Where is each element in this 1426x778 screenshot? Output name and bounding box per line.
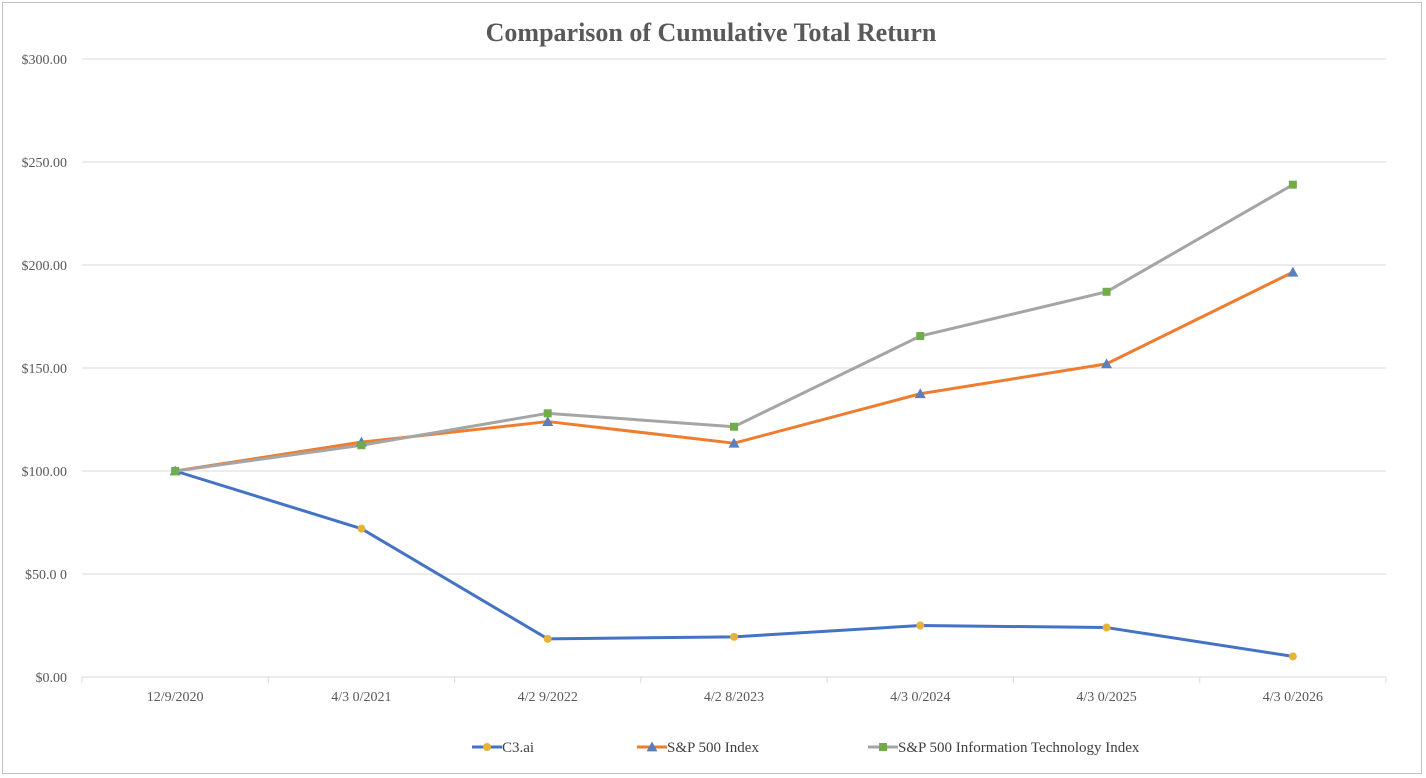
data-point-s-p-500-information-technology-index [916, 332, 925, 341]
x-tick-label: 4/2 9/2022 [518, 690, 578, 705]
data-point-s-p-500-information-technology-index [1288, 180, 1297, 189]
x-tick-label: 4/3 0/2025 [1076, 690, 1136, 705]
data-point-s-p-500-information-technology-index [543, 409, 552, 418]
data-point-c3-ai [357, 524, 366, 533]
x-tick-label: 4/2 8/2023 [704, 690, 764, 705]
legend-swatch-marker [879, 743, 887, 751]
legend-item-s-p-500-index: S&P 500 Index [637, 740, 759, 756]
series-markers [169, 180, 1299, 661]
data-point-s-p-500-information-technology-index [1102, 287, 1111, 296]
data-point-c3-ai [1102, 623, 1111, 632]
series-line-c3-ai [174, 469, 1294, 658]
data-point-c3-ai [730, 632, 738, 641]
data-point-c3-ai [1288, 652, 1297, 661]
legend-item-s-p-500-information-technology-index: S&P 500 Information Technology Index [868, 740, 1140, 756]
y-axis-ticks: $0.00 $50.0 0 $100.00 $150.00 $200.00 $250.00… [22, 53, 68, 686]
axes [81, 676, 1387, 683]
data-point-c3-ai [543, 634, 552, 643]
data-point-s-p-500-index [914, 388, 926, 399]
y-tick-label: $150.00 [22, 362, 68, 377]
y-tick-label: $300.00 [22, 53, 68, 68]
legend-swatch-marker [483, 743, 491, 751]
y-tick-label: $100.00 [22, 465, 68, 480]
y-tick-label: $250.00 [22, 156, 68, 171]
legend-swatch-marker [646, 741, 658, 752]
data-point-s-p-500-index [1287, 266, 1299, 277]
data-point-c3-ai [916, 621, 925, 630]
x-tick-label: 4/3 0/2024 [890, 690, 950, 705]
legend-label: C3.ai [502, 740, 534, 756]
data-point-s-p-500-index [728, 437, 740, 448]
data-point-s-p-500-index [542, 416, 554, 426]
legend: C3.ai S&P 500 Index S&P 500 Information Te… [472, 740, 1140, 756]
x-axis-ticks: 12/9/2020 4/3 0/2021 4/2 9/2022 4/2 8/2023 4… [147, 690, 1323, 705]
gridlines [82, 58, 1386, 575]
data-point-s-p-500-information-technology-index [730, 422, 738, 431]
legend-label: S&P 500 Index [667, 740, 759, 756]
y-tick-label: $200.00 [22, 259, 68, 274]
x-tick-label: 4/3 0/2026 [1263, 690, 1323, 705]
legend-label: S&P 500 Information Technology Index [898, 740, 1140, 756]
y-tick-label: $50.0 0 [25, 568, 67, 583]
series-lines [174, 183, 1294, 658]
data-point-s-p-500-index [1101, 358, 1113, 369]
legend-item-c3-ai: C3.ai [472, 740, 534, 756]
x-tick-label: 12/9/2020 [147, 690, 204, 705]
x-tick-label: 4/3 0/2021 [331, 690, 391, 705]
data-point-s-p-500-information-technology-index [357, 441, 366, 450]
data-point-s-p-500-information-technology-index [171, 467, 180, 475]
chart-title: Comparison of Cumulative Total Return [486, 18, 937, 47]
y-tick-label: $0.00 [36, 671, 68, 686]
